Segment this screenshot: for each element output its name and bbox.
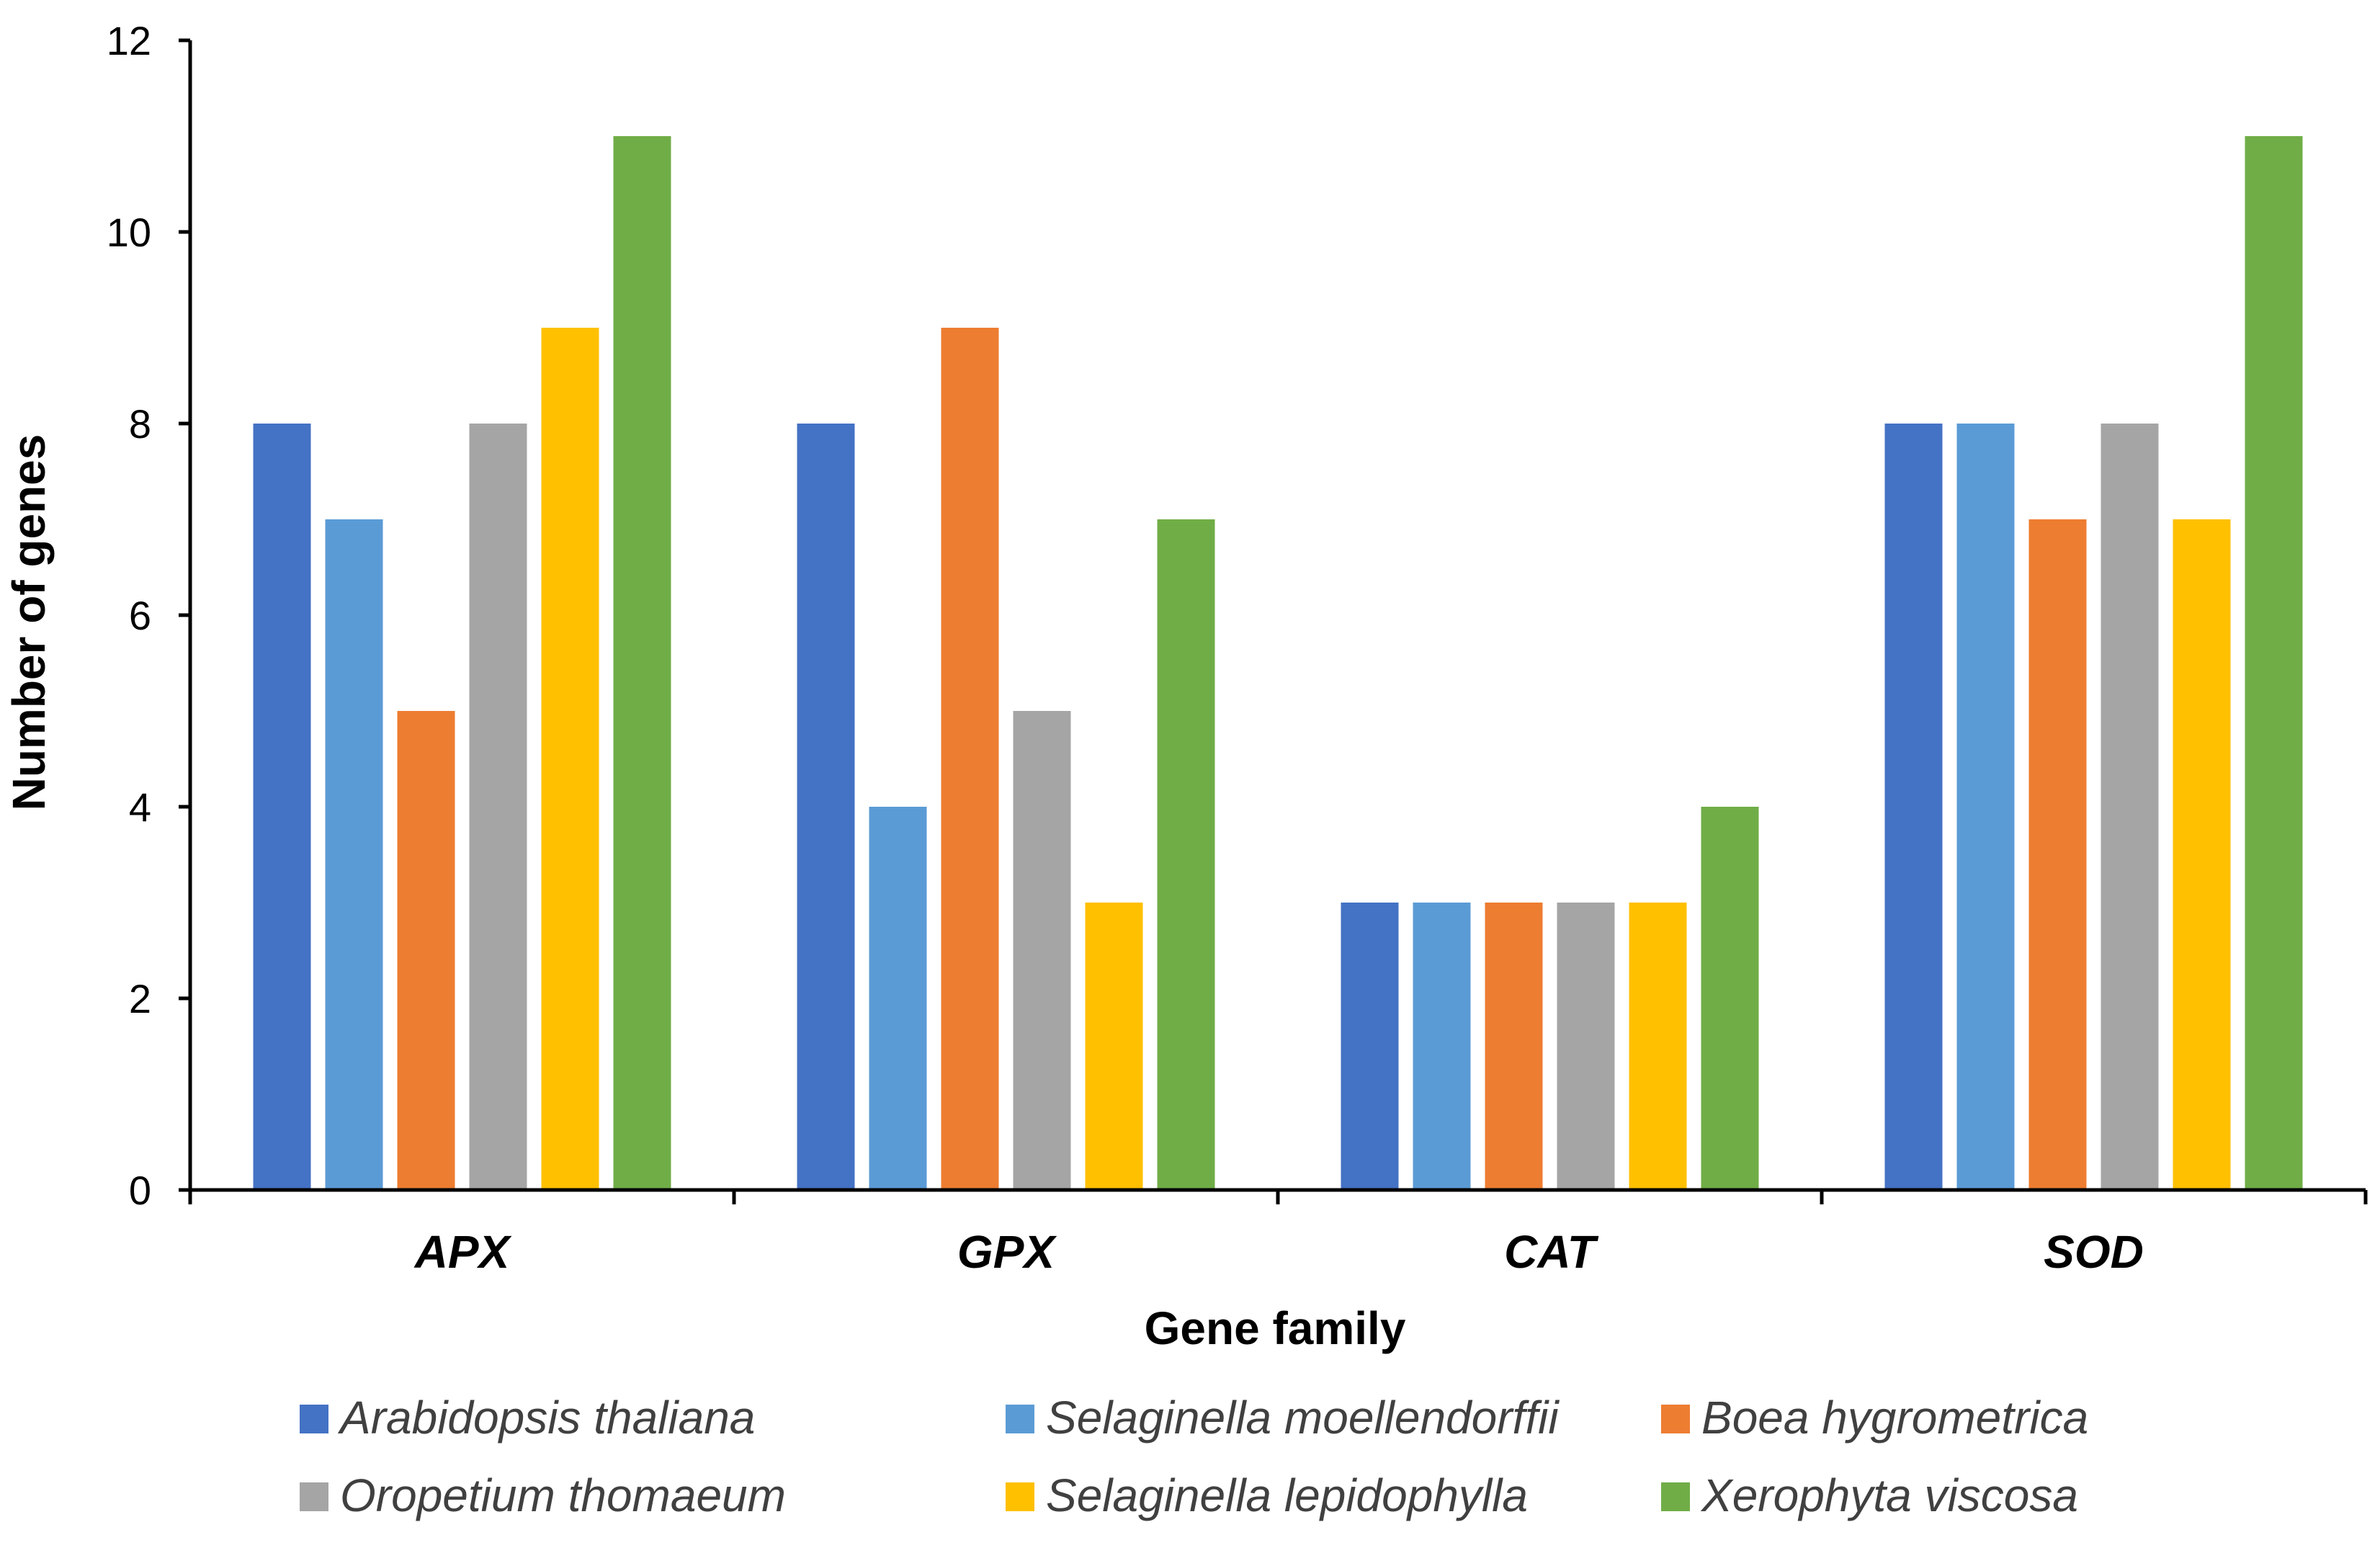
bar	[941, 328, 999, 1190]
bar	[1485, 903, 1543, 1190]
bar	[2245, 136, 2303, 1190]
x-tick-label: CAT	[1504, 1226, 1599, 1278]
bar	[1701, 807, 1759, 1190]
bar	[1629, 903, 1687, 1190]
legend-label: Selaginella moellendorffii	[1046, 1392, 1560, 1444]
bar	[613, 136, 671, 1190]
y-tick-label: 4	[129, 784, 151, 830]
y-ticks: 0 2 4 6 8 10 12	[107, 18, 190, 1213]
bar	[869, 807, 927, 1190]
y-tick-label: 8	[129, 401, 151, 447]
bar	[2101, 424, 2159, 1190]
legend-label: Arabidopsis thaliana	[337, 1392, 755, 1444]
bar	[541, 328, 599, 1190]
bar	[1956, 424, 2015, 1190]
bar	[2028, 519, 2087, 1190]
legend-swatch	[1006, 1482, 1034, 1511]
y-tick-label: 10	[107, 210, 151, 255]
legend-swatch	[300, 1405, 328, 1433]
bar	[325, 519, 383, 1190]
legend-swatch	[300, 1482, 328, 1511]
bars-layer	[253, 136, 2303, 1190]
bar	[1085, 903, 1143, 1190]
y-tick-label: 0	[129, 1168, 151, 1213]
bar	[1341, 903, 1399, 1190]
y-tick-label: 2	[129, 976, 151, 1021]
legend: Arabidopsis thaliana Selaginella moellend…	[300, 1392, 2088, 1521]
x-ticks: APX GPX CAT SOD	[188, 1190, 2368, 1278]
bar	[253, 424, 311, 1190]
legend-swatch	[1661, 1482, 1690, 1511]
x-tick-label: SOD	[2044, 1226, 2144, 1278]
bar	[1157, 519, 1215, 1190]
legend-label: Xerophyta viscosa	[1700, 1469, 2078, 1521]
legend-label: Oropetium thomaeum	[340, 1469, 786, 1521]
bar	[1884, 424, 1943, 1190]
legend-label: Boea hygrometrica	[1701, 1392, 2088, 1444]
x-tick-label: APX	[413, 1226, 512, 1278]
x-axis-title: Gene family	[1145, 1302, 1406, 1354]
bar	[797, 424, 855, 1190]
y-axis-title: Number of genes	[3, 434, 55, 811]
bar	[1413, 903, 1471, 1190]
y-tick-label: 12	[107, 18, 151, 63]
x-tick-label: GPX	[957, 1226, 1057, 1278]
bar	[397, 711, 455, 1190]
legend-swatch	[1661, 1405, 1690, 1433]
bar	[1013, 711, 1071, 1190]
bar	[2173, 519, 2231, 1190]
legend-swatch	[1006, 1405, 1034, 1433]
legend-label: Selaginella lepidophylla	[1046, 1469, 1528, 1521]
y-tick-label: 6	[129, 593, 151, 638]
bar	[1557, 903, 1615, 1190]
bar	[469, 424, 527, 1190]
